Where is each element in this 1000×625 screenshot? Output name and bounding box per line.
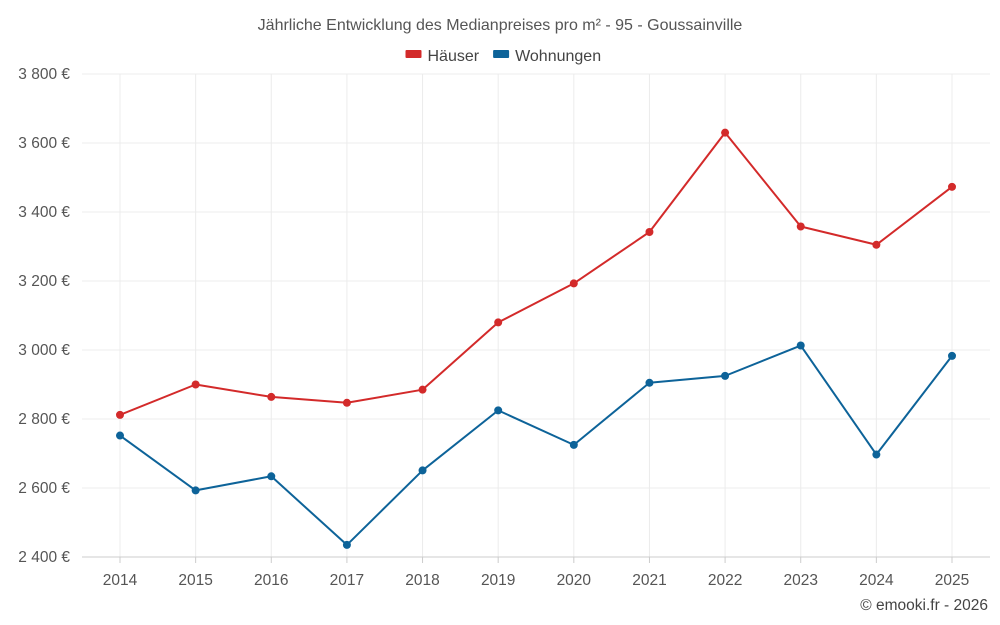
data-point[interactable] [872,450,881,459]
data-point[interactable] [796,222,805,231]
y-tick-label: 2 600 € [18,480,70,497]
data-point[interactable] [569,440,578,449]
data-point[interactable] [721,371,730,380]
y-tick-label: 3 200 € [18,273,70,290]
data-point[interactable] [267,392,276,401]
data-point[interactable] [191,380,200,389]
data-point[interactable] [116,431,124,440]
data-point[interactable] [191,486,200,495]
series-line [119,131,953,416]
credit: © emooki.fr - 2026 [860,597,988,614]
x-tick-label: 2021 [632,572,666,589]
series-line [119,344,953,546]
x-tick-label: 2015 [178,572,212,589]
y-tick-label: 2 400 € [18,549,70,566]
y-tick-label: 3 600 € [18,135,70,152]
data-point[interactable] [796,341,805,350]
data-point[interactable] [948,182,956,191]
x-tick-label: 2016 [254,572,288,589]
data-point[interactable] [721,128,730,137]
data-point[interactable] [116,410,124,419]
data-point[interactable] [342,398,351,407]
data-point[interactable] [645,378,654,387]
data-point[interactable] [645,228,654,237]
series-group [116,128,956,549]
y-tick-label: 3 000 € [18,342,70,359]
data-point[interactable] [418,385,427,394]
x-tick-label: 2018 [405,572,439,589]
y-tick-label: 2 800 € [18,411,70,428]
x-tick-label: 2022 [708,572,742,589]
y-axis: 2 400 € 2 600 € 2 800 € 3 000 € 3 200 € 3 400… [18,66,70,566]
series-1 [116,341,956,549]
x-tick-label: 2025 [935,572,969,589]
legend: Häuser Wohnungen [405,48,601,65]
data-point[interactable] [569,279,578,288]
legend-swatch [493,50,510,58]
data-point[interactable] [494,406,503,415]
legend-swatch [405,50,422,58]
chart-title: Jährliche Entwicklung des Medianpreises … [258,17,743,34]
legend-label[interactable]: Häuser [428,48,480,65]
x-tick-label: 2019 [481,572,515,589]
x-tick-label: 2014 [103,572,138,589]
data-point[interactable] [267,472,276,481]
data-point[interactable] [418,466,427,475]
x-tick-label: 2024 [859,572,894,589]
data-point[interactable] [494,318,503,327]
series-0 [116,128,956,419]
y-tick-label: 3 400 € [18,204,70,221]
data-point[interactable] [872,240,881,249]
data-point[interactable] [948,351,956,360]
x-tick-label: 2017 [330,572,364,589]
legend-label[interactable]: Wohnungen [515,48,601,65]
x-tick-label: 2023 [783,572,817,589]
data-point[interactable] [342,540,351,549]
grid [82,73,990,558]
y-tick-label: 3 800 € [18,66,70,83]
x-axis: 2014 2015 2016 2017 2018 2019 2020 2021 2022 2023… [82,556,990,589]
x-tick-label: 2020 [557,572,592,589]
